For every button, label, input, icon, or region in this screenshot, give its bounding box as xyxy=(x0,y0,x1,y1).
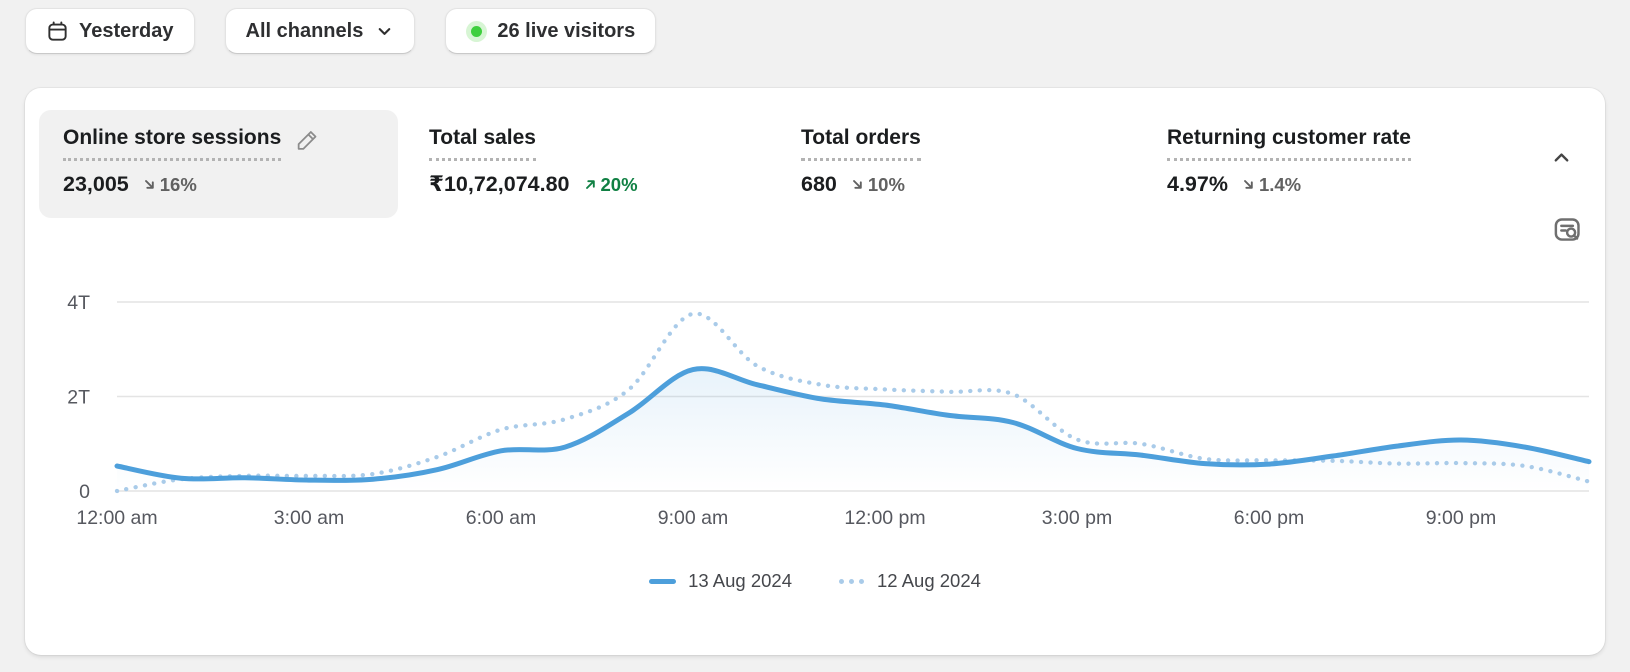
svg-text:3:00 am: 3:00 am xyxy=(274,507,344,529)
legend-item-current-period[interactable]: 13 Aug 2024 xyxy=(649,570,792,592)
metric-value: 680 xyxy=(801,172,837,197)
live-visitors-button[interactable]: 26 live visitors xyxy=(445,8,657,54)
date-range-button[interactable]: Yesterday xyxy=(25,8,195,54)
view-report-icon[interactable] xyxy=(1552,214,1583,247)
metric-tile-total-orders[interactable]: Total orders 680 10% xyxy=(777,110,1143,218)
edit-pencil-icon[interactable] xyxy=(295,127,320,158)
solid-line-marker xyxy=(649,578,677,584)
svg-text:2T: 2T xyxy=(67,387,90,409)
metric-change: 10% xyxy=(850,174,905,196)
live-visitors-label: 26 live visitors xyxy=(497,19,636,42)
metric-change: 20% xyxy=(583,174,638,196)
metric-label: Online store sessions xyxy=(63,126,282,162)
collapse-chevron-up-icon[interactable] xyxy=(1550,146,1573,169)
chart-legend: 13 Aug 2024 12 Aug 2024 xyxy=(25,570,1605,592)
metric-change: 1.4% xyxy=(1241,174,1301,196)
legend-label: 13 Aug 2024 xyxy=(688,570,792,591)
channels-dropdown-button[interactable]: All channels xyxy=(224,8,416,54)
svg-text:6:00 am: 6:00 am xyxy=(466,507,536,529)
live-indicator-icon xyxy=(466,20,488,42)
svg-text:6:00 pm: 6:00 pm xyxy=(1234,507,1304,529)
calendar-icon xyxy=(46,20,69,43)
sessions-line-chart[interactable]: 0 2T 4T 12:00 am 3:00 am 6:00 am 9:00 am 12:00 … xyxy=(25,88,1605,655)
svg-text:0: 0 xyxy=(79,481,90,503)
metric-label: Returning customer rate xyxy=(1167,126,1411,162)
arrow-down-right-icon xyxy=(850,177,865,192)
metric-value: ₹10,72,074.80 xyxy=(429,172,570,197)
metric-tile-total-sales[interactable]: Total sales ₹10,72,074.80 20% xyxy=(405,110,771,218)
date-range-label: Yesterday xyxy=(79,19,174,42)
analytics-overview-card: Online store sessions 23,005 16% Total s… xyxy=(25,88,1605,655)
arrow-up-right-icon xyxy=(583,177,598,192)
analytics-filter-bar: Yesterday All channels 26 live visitors xyxy=(25,8,657,54)
arrow-down-right-icon xyxy=(142,177,157,192)
legend-label: 12 Aug 2024 xyxy=(877,570,981,591)
svg-text:9:00 pm: 9:00 pm xyxy=(1426,507,1496,529)
arrow-down-right-icon xyxy=(1241,177,1256,192)
svg-text:12:00 am: 12:00 am xyxy=(76,507,157,529)
channels-label: All channels xyxy=(245,19,364,42)
metric-change: 16% xyxy=(142,174,197,196)
svg-text:3:00 pm: 3:00 pm xyxy=(1042,507,1112,529)
metric-label: Total sales xyxy=(429,126,536,162)
chevron-down-icon xyxy=(375,22,394,41)
metric-value: 4.97% xyxy=(1167,172,1228,197)
dotted-line-marker xyxy=(838,578,865,585)
metric-label: Total orders xyxy=(801,126,921,162)
svg-text:9:00 am: 9:00 am xyxy=(658,507,728,529)
svg-text:4T: 4T xyxy=(67,292,90,314)
svg-text:12:00 pm: 12:00 pm xyxy=(844,507,925,529)
metric-value: 23,005 xyxy=(63,172,129,197)
legend-item-previous-period[interactable]: 12 Aug 2024 xyxy=(838,570,981,592)
metric-tile-returning-customer-rate[interactable]: Returning customer rate 4.97% 1.4% xyxy=(1143,110,1509,218)
metric-tile-online-store-sessions[interactable]: Online store sessions 23,005 16% xyxy=(39,110,398,218)
